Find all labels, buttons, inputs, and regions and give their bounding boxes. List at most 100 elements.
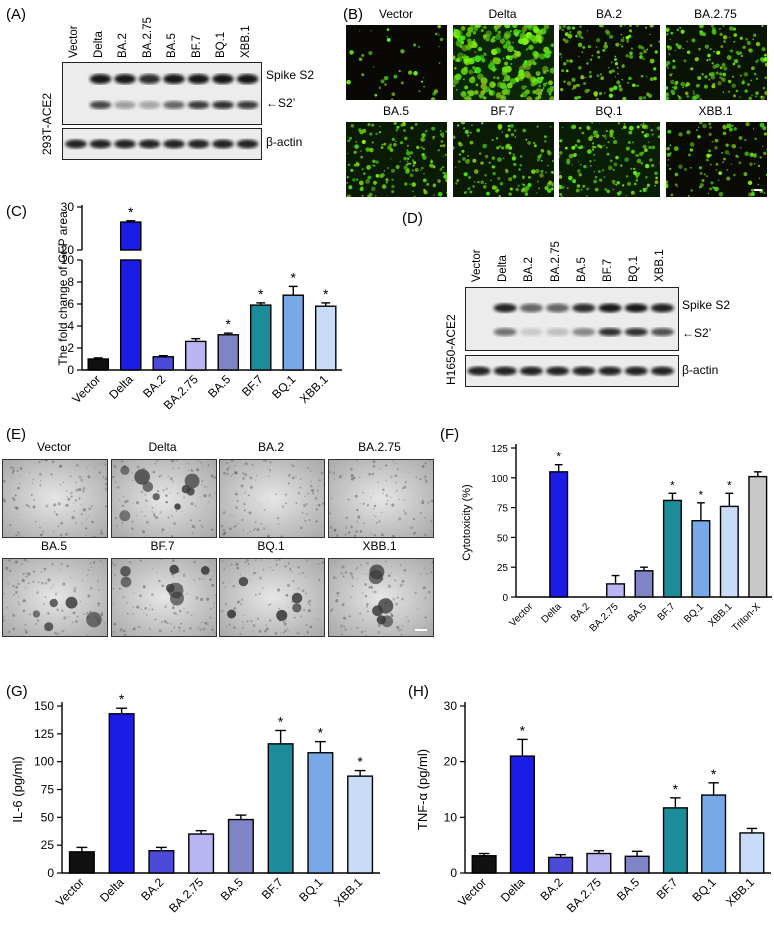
gfp-cell — [496, 157, 502, 162]
gfp-cell — [705, 175, 708, 178]
gfp-cell — [674, 49, 676, 52]
cell — [136, 625, 139, 628]
blot-d-band — [519, 303, 543, 313]
gfp-cell — [466, 154, 469, 157]
y-tick-label: 10 — [61, 253, 75, 267]
cell — [291, 476, 295, 480]
gfp-cell — [589, 160, 592, 163]
cell — [407, 620, 410, 623]
cell — [363, 583, 367, 586]
gfp-cell — [455, 179, 459, 183]
cell — [390, 565, 392, 568]
cell — [208, 578, 212, 581]
gfp-cell — [369, 147, 374, 153]
cell — [287, 606, 289, 608]
gfp-cell — [460, 122, 465, 125]
gfp-cell — [423, 188, 426, 192]
cell — [97, 602, 100, 605]
brightfield-background — [111, 460, 216, 537]
gfp-cell — [588, 70, 592, 74]
gfp-cell — [387, 145, 392, 150]
syncytium — [377, 598, 393, 614]
cell — [14, 494, 17, 497]
cell — [86, 574, 89, 577]
bar — [662, 499, 682, 598]
y-tick-label: 0 — [67, 363, 74, 377]
gfp-cell — [625, 175, 629, 178]
cell — [309, 625, 313, 629]
gfp-cell — [381, 143, 384, 146]
cell — [190, 469, 193, 472]
cell — [264, 460, 268, 462]
gfp-cell — [614, 55, 617, 58]
cell — [307, 609, 311, 613]
cell — [335, 577, 337, 579]
cell — [254, 520, 257, 524]
syncytium — [118, 510, 130, 522]
gfp-cell — [381, 184, 387, 189]
syncytium — [184, 473, 199, 489]
gfp-cell — [437, 179, 441, 183]
cell — [265, 627, 269, 631]
gfp-cell — [729, 49, 733, 53]
gfp-cell — [673, 82, 677, 86]
gfp-cell — [438, 34, 440, 36]
significance-marker: * — [258, 286, 264, 302]
cell — [401, 579, 404, 583]
cell — [384, 464, 387, 467]
x-tick-label: BA.5 — [218, 875, 247, 904]
cell — [57, 525, 60, 528]
scale-bar — [414, 629, 427, 631]
cell — [60, 521, 64, 525]
gfp-cell — [431, 159, 433, 161]
gfp-cell — [640, 123, 643, 127]
gfp-cell — [439, 37, 444, 42]
gfp-cell — [456, 124, 459, 127]
cell — [131, 472, 133, 474]
cell — [424, 479, 427, 481]
cell — [143, 515, 146, 517]
blot-d-s2prime-label: ←S2’ — [682, 326, 712, 340]
gfp-cell — [361, 168, 364, 171]
cell — [287, 482, 290, 485]
gfp-cell — [761, 145, 764, 147]
gfp-cell — [587, 149, 592, 154]
cell — [195, 468, 199, 472]
blot-d-actin-band — [572, 366, 596, 376]
brightfield-tile-title: BA.2 — [257, 440, 284, 454]
cell — [17, 513, 20, 516]
cell — [223, 471, 226, 475]
gfp-cell — [464, 159, 470, 165]
gfp-cell — [521, 26, 527, 32]
bar — [748, 475, 768, 598]
blot-a-band — [187, 74, 210, 84]
fluor-tile-title: BQ.1 — [595, 104, 623, 118]
gfp-cell — [759, 95, 763, 98]
gfp-cell — [393, 122, 397, 125]
gfp-cell — [536, 180, 539, 183]
significance-marker: * — [323, 286, 329, 302]
gfp-cell — [752, 128, 754, 130]
gfp-cell — [697, 126, 699, 129]
cell — [359, 564, 362, 566]
gfp-cell — [524, 192, 528, 196]
gfp-cell — [537, 84, 541, 88]
gfp-cell — [654, 50, 658, 54]
gfp-cell — [512, 41, 514, 44]
blot-d-actin-band — [624, 366, 648, 376]
cell — [174, 460, 178, 462]
x-tick-label: Vector — [53, 875, 87, 909]
cell — [39, 484, 42, 487]
gfp-cell — [632, 141, 635, 144]
gfp-cell — [587, 45, 591, 49]
cell — [73, 502, 75, 504]
gfp-cell — [671, 65, 676, 70]
cell — [355, 508, 359, 512]
blot-a-cell-line-label: 293T-ACE2 — [40, 92, 54, 155]
gfp-cell — [692, 90, 695, 93]
cell — [43, 603, 46, 606]
cell — [306, 631, 309, 634]
cell — [358, 612, 361, 615]
gfp-cell — [608, 70, 613, 74]
cell — [306, 577, 308, 579]
